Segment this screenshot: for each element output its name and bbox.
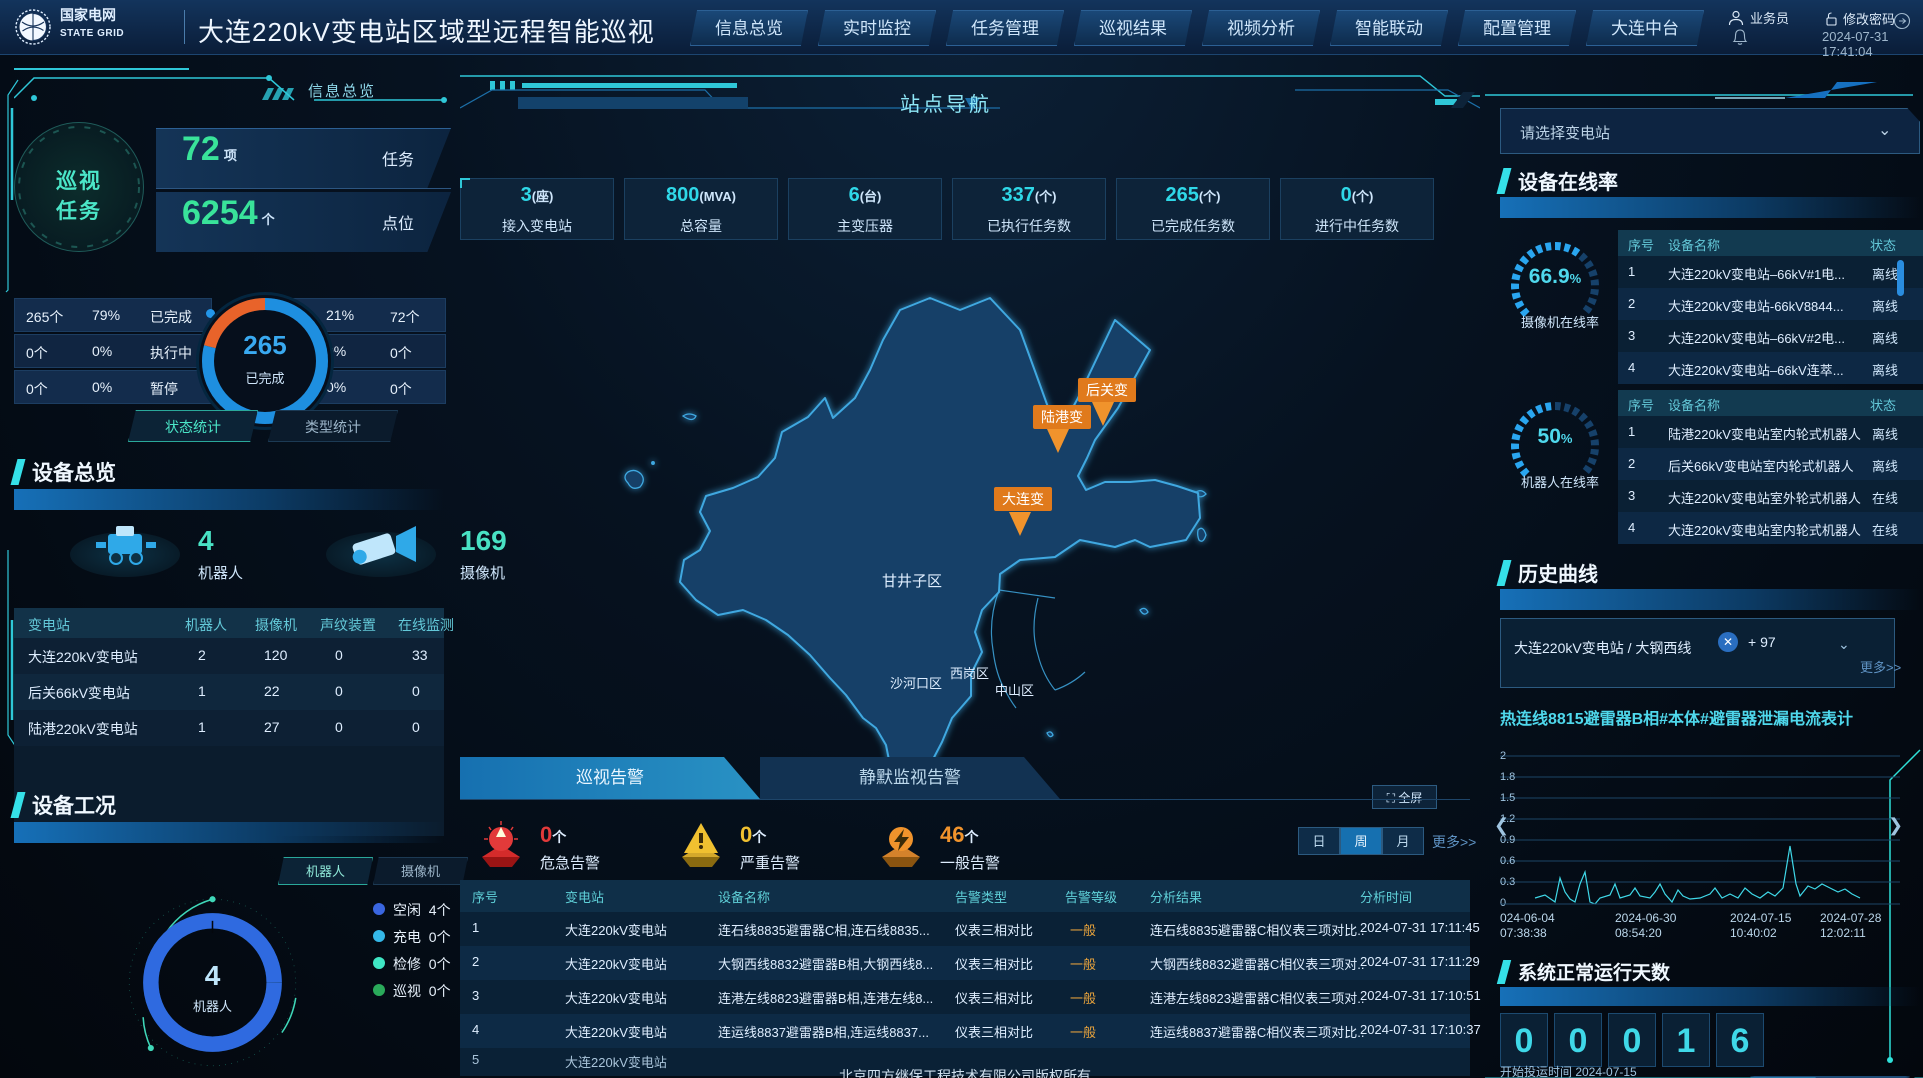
svg-text:2024-06-30: 2024-06-30 [1615, 911, 1677, 925]
svg-text:0.3: 0.3 [1500, 876, 1515, 888]
svg-text:024-06-04: 024-06-04 [1500, 911, 1555, 925]
svg-text:中山区: 中山区 [995, 683, 1034, 698]
svg-text:2: 2 [1500, 750, 1506, 762]
svg-text:1.8: 1.8 [1500, 771, 1515, 783]
svg-text:西岗区: 西岗区 [950, 666, 989, 681]
svg-text:1.5: 1.5 [1500, 792, 1515, 804]
svg-text:沙河口区: 沙河口区 [890, 676, 942, 691]
svg-text:0.6: 0.6 [1500, 855, 1515, 867]
svg-text:2024-07-15: 2024-07-15 [1730, 911, 1792, 925]
svg-text:甘井子区: 甘井子区 [882, 573, 942, 590]
svg-text:2024-07-28: 2024-07-28 [1820, 911, 1882, 925]
svg-text:0: 0 [1500, 897, 1506, 909]
